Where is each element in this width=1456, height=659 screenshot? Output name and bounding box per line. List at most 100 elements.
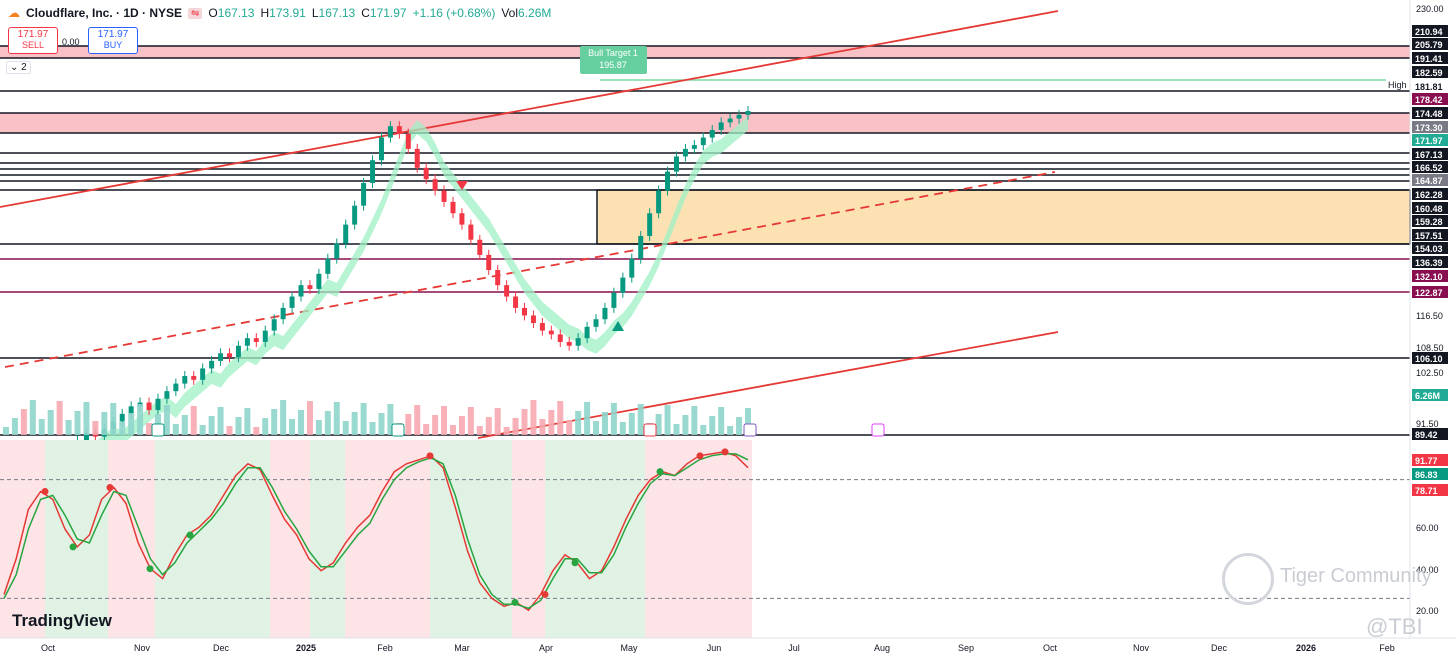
candle-body bbox=[602, 307, 608, 320]
volume-bar bbox=[101, 412, 108, 435]
candle-body bbox=[665, 171, 671, 191]
price-tag bbox=[1412, 202, 1448, 214]
candle-body bbox=[378, 137, 384, 161]
high-value: 173.91 bbox=[269, 6, 306, 20]
candle-body bbox=[289, 296, 295, 308]
volume-bar bbox=[414, 405, 421, 435]
candle-body bbox=[656, 190, 662, 214]
volume-bar bbox=[664, 405, 671, 435]
price-tag-label: 182.59 bbox=[1415, 68, 1443, 78]
candle-body bbox=[405, 133, 411, 149]
candle-body bbox=[334, 243, 340, 259]
price-tag bbox=[1412, 215, 1448, 227]
price-tag-label: 154.03 bbox=[1415, 244, 1443, 254]
buy-signal-marker bbox=[612, 321, 624, 331]
volume-bar bbox=[512, 418, 519, 435]
symbol-title[interactable]: Cloudflare, Inc. · 1D · NYSE bbox=[26, 6, 183, 20]
stoch-bg-band bbox=[430, 440, 512, 638]
volume-bar bbox=[673, 424, 680, 435]
stoch-cross-dot bbox=[426, 452, 434, 460]
candle-body bbox=[244, 338, 250, 346]
price-tag bbox=[1412, 161, 1448, 173]
volume-bar bbox=[378, 413, 385, 435]
stoch-cross-dot bbox=[571, 559, 579, 567]
price-tag bbox=[1412, 134, 1448, 146]
volume-bar bbox=[557, 401, 564, 435]
stoch-bg-band bbox=[270, 440, 310, 638]
price-tag-label: 162.28 bbox=[1415, 190, 1443, 200]
volume-bar bbox=[369, 422, 376, 435]
watermark-handle: @TBI bbox=[1366, 614, 1423, 639]
stoch-bg-band bbox=[345, 440, 430, 638]
stoch-cross-dot bbox=[656, 468, 664, 476]
price-tag-label: 159.28 bbox=[1415, 217, 1443, 227]
candle-body bbox=[548, 330, 554, 335]
candle-body bbox=[271, 319, 277, 331]
price-tag bbox=[1412, 93, 1448, 105]
x-tick-label: Feb bbox=[1379, 643, 1395, 653]
buy-button[interactable]: 171.97 BUY bbox=[88, 27, 138, 54]
volume-bar bbox=[74, 411, 81, 435]
volume-bar bbox=[521, 409, 528, 435]
volume-bar bbox=[619, 422, 626, 435]
volume-bar bbox=[610, 403, 617, 435]
candle-body bbox=[182, 376, 188, 384]
candle-body bbox=[638, 235, 644, 259]
candle-body bbox=[387, 126, 393, 138]
y-tick-label: 230.00 bbox=[1416, 4, 1444, 14]
volume-bar bbox=[575, 411, 582, 435]
chart-type-icon[interactable]: ⇋ bbox=[188, 7, 203, 19]
volume-bar bbox=[199, 425, 206, 435]
candle-body bbox=[361, 182, 367, 206]
volume-bar bbox=[727, 426, 734, 435]
x-tick-label: Jul bbox=[788, 643, 800, 653]
volume-bar bbox=[441, 406, 448, 435]
candle-body bbox=[343, 224, 349, 244]
candle-body bbox=[209, 360, 215, 369]
cloudflare-logo-icon: ☁ bbox=[8, 6, 20, 20]
volume-bar bbox=[181, 415, 188, 435]
price-tag-label: 173.30 bbox=[1415, 123, 1443, 133]
candle-body bbox=[155, 398, 161, 411]
y-tick-label: 108.50 bbox=[1416, 343, 1444, 353]
price-tag-label: 157.51 bbox=[1415, 231, 1443, 241]
x-tick-label: 2025 bbox=[296, 643, 316, 653]
price-tag bbox=[1412, 389, 1448, 401]
stoch-cross-dot bbox=[696, 452, 704, 460]
candle-body bbox=[396, 126, 402, 134]
buy-label: BUY bbox=[103, 40, 123, 50]
stoch-bg-band bbox=[310, 440, 345, 638]
x-tick-label: Oct bbox=[41, 643, 56, 653]
indicator-toggle[interactable]: ⌄ 2 bbox=[6, 61, 31, 74]
spread-value: 0.00 bbox=[62, 37, 80, 47]
candle-body bbox=[682, 148, 688, 157]
volume-bar bbox=[244, 408, 251, 435]
price-tag bbox=[1412, 286, 1448, 298]
volume-bar bbox=[172, 424, 179, 435]
sell-signal-marker bbox=[456, 181, 468, 190]
candle-body bbox=[522, 307, 528, 316]
open-value: 167.13 bbox=[217, 6, 255, 20]
candle-body bbox=[450, 201, 456, 214]
watermark-text: Tiger Community bbox=[1280, 565, 1432, 587]
volume-label: Vol bbox=[501, 6, 519, 20]
channel-lower bbox=[477, 331, 1059, 439]
price-tag bbox=[1412, 174, 1448, 186]
price-tag-label: 160.48 bbox=[1415, 204, 1443, 214]
candle-body bbox=[352, 205, 358, 225]
chart-header: ☁ Cloudflare, Inc. · 1D · NYSE ⇋ O167.13… bbox=[8, 6, 551, 20]
volume-bar bbox=[298, 410, 305, 435]
volume-bar bbox=[110, 403, 117, 435]
price-tag bbox=[1412, 66, 1448, 78]
ribbon-group bbox=[6, 116, 748, 487]
candle-body bbox=[146, 402, 152, 411]
low-label: L bbox=[311, 6, 319, 20]
price-tag-label: 132.10 bbox=[1415, 272, 1443, 282]
price-tag bbox=[1412, 428, 1448, 440]
resistance-zone-top bbox=[0, 46, 1410, 58]
sell-button[interactable]: 171.97 SELL bbox=[8, 27, 58, 54]
stoch-k-line bbox=[3, 453, 749, 610]
volume-bar bbox=[271, 409, 278, 435]
y-tick-label: 102.50 bbox=[1416, 368, 1444, 378]
